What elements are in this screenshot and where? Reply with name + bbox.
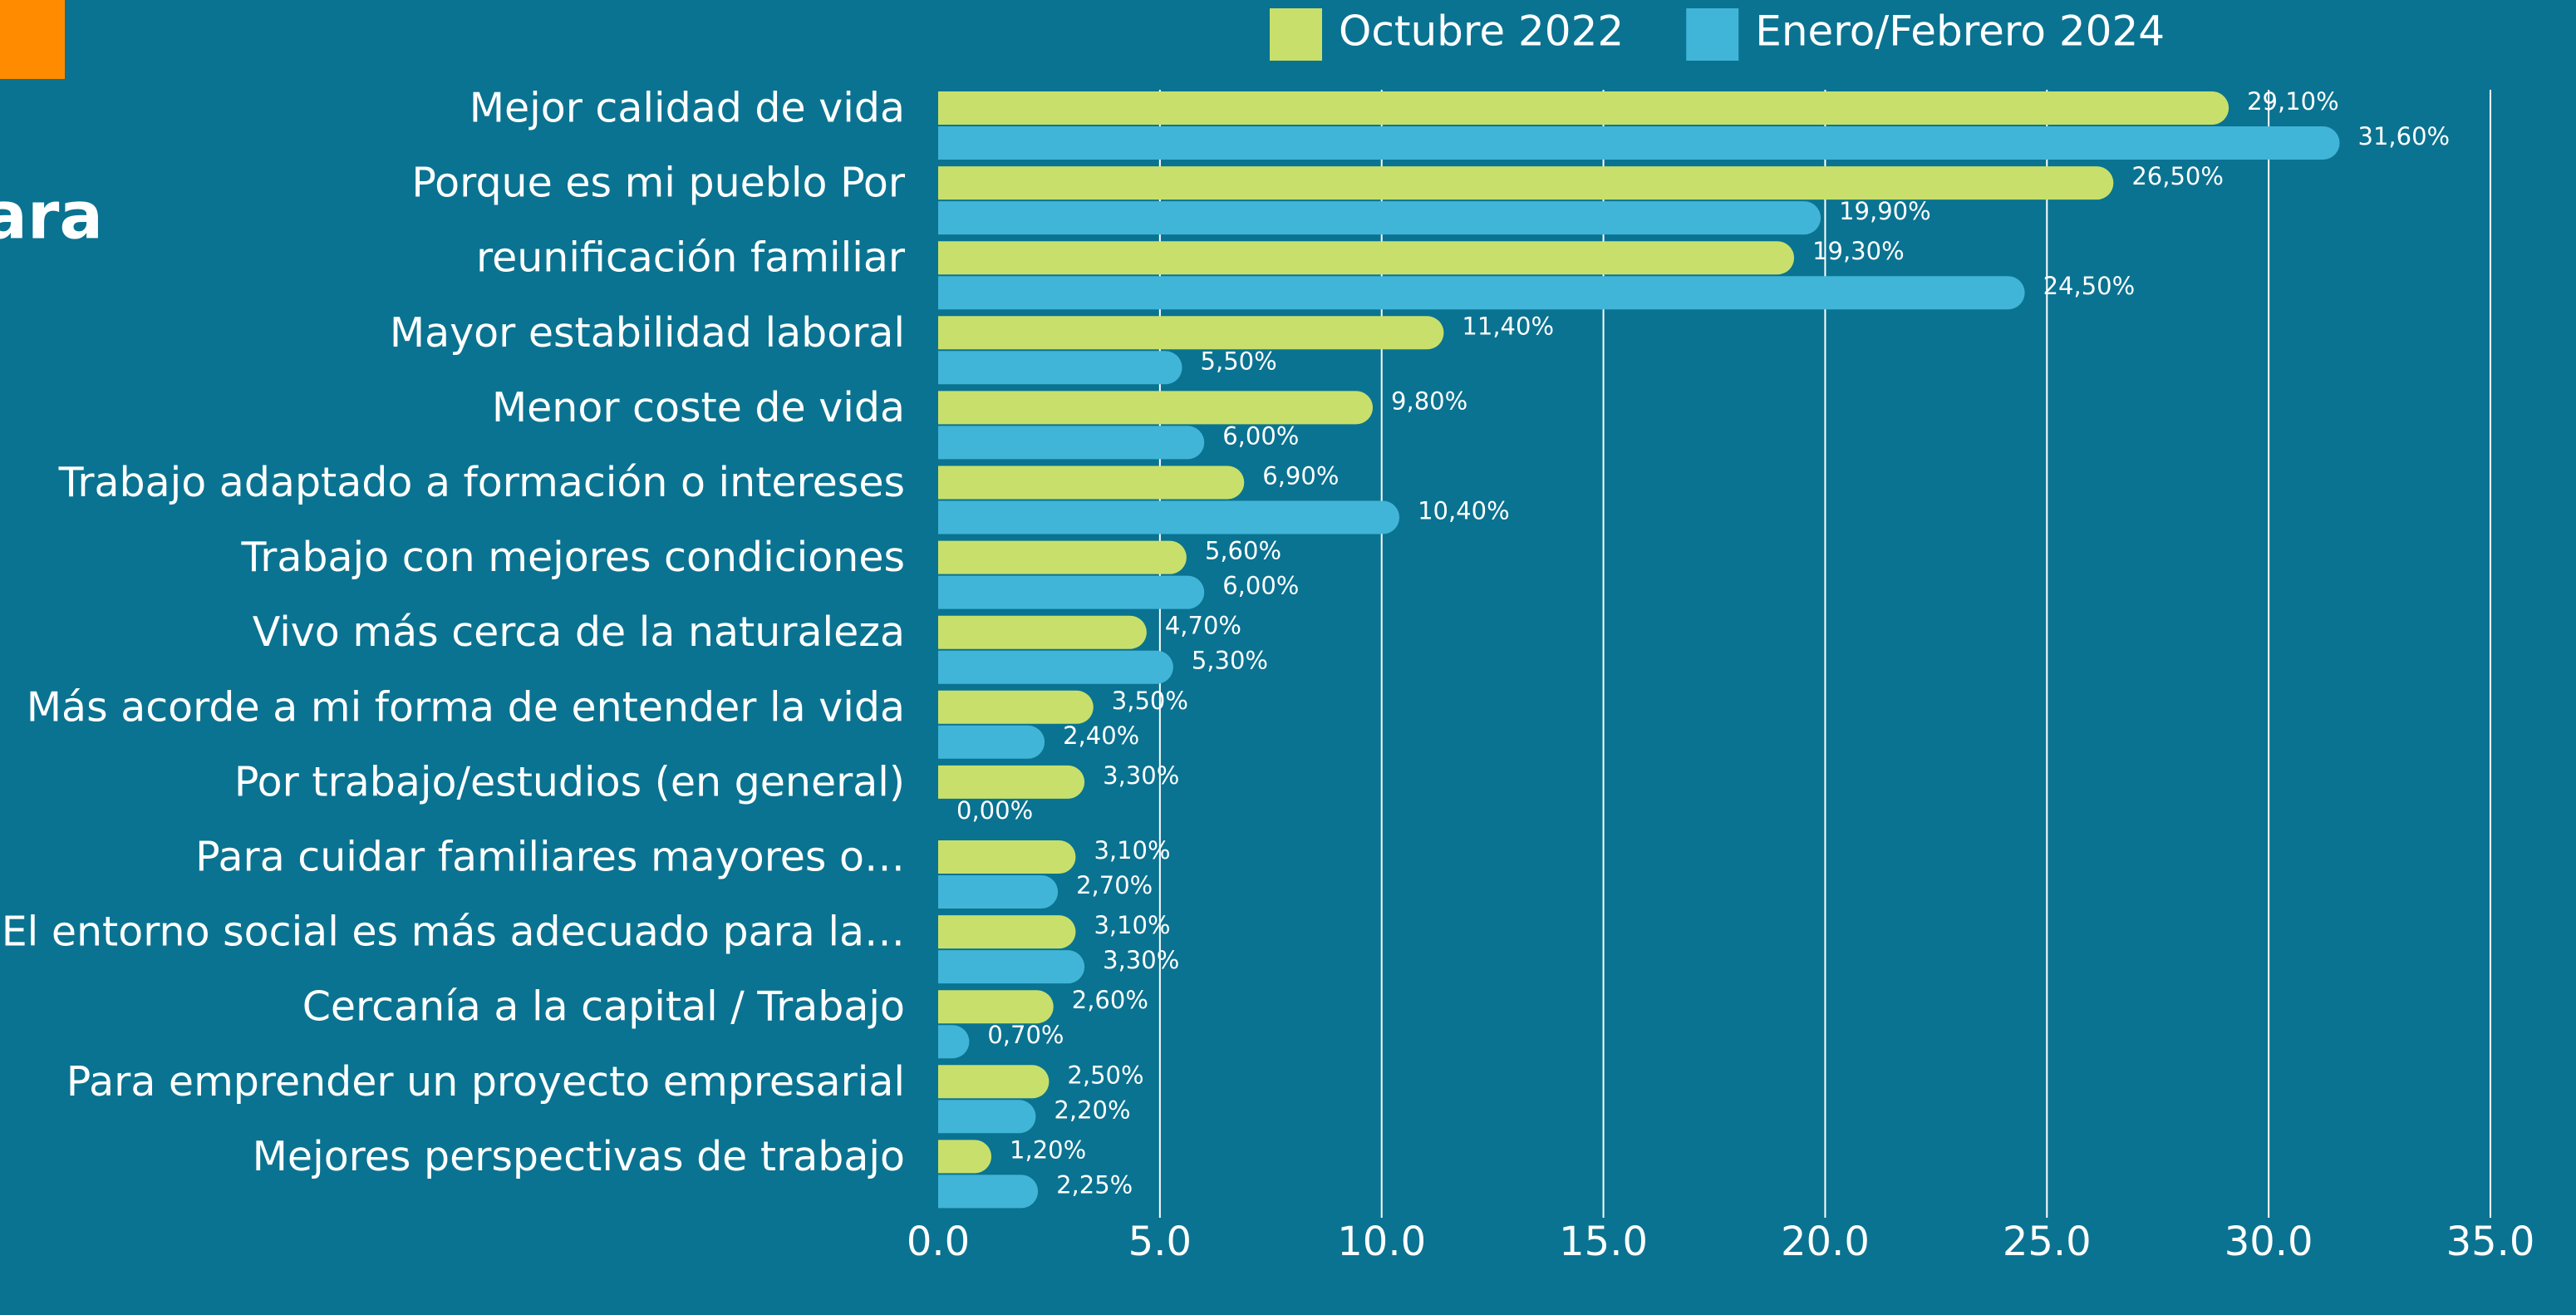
data-label: 3,30% (1103, 761, 1179, 790)
bar (938, 950, 1085, 984)
bar (938, 241, 1795, 275)
bar (938, 1065, 1050, 1099)
legend-label: Octubre 2022 (1339, 7, 1624, 56)
bar (938, 351, 1182, 385)
data-label: 3,10% (1094, 836, 1170, 864)
data-label: 2,20% (1054, 1096, 1130, 1124)
data-label: 3,30% (1103, 946, 1179, 974)
data-label: 29,10% (2247, 87, 2339, 116)
data-label: 3,50% (1112, 687, 1188, 715)
y-tick-label: El entorno social es más adecuado para l… (2, 909, 905, 956)
bar (938, 725, 1045, 759)
y-tick-label: Mejores perspectivas de trabajo (253, 1133, 905, 1180)
data-label: 2,25% (1056, 1170, 1133, 1199)
bar (938, 615, 1147, 649)
bar (938, 316, 1444, 350)
data-label: 2,50% (1067, 1061, 1143, 1089)
data-label: 5,30% (1192, 647, 1268, 675)
x-tick-label: 5.0 (1128, 1219, 1192, 1265)
bar (938, 1025, 970, 1059)
data-label: 4,70% (1165, 612, 1241, 640)
y-tick-label: Trabajo con mejores condiciones (241, 534, 906, 581)
x-tick-label: 35.0 (2446, 1219, 2535, 1265)
legend-swatch (1270, 8, 1322, 61)
x-tick-label: 15.0 (1559, 1219, 1648, 1265)
y-tick-label: Trabajo adaptado a formación o intereses (58, 459, 905, 506)
y-tick-label: Mejor calidad de vida (469, 85, 905, 132)
y-tick-label: Vivo más cerca de la naturaleza (253, 608, 905, 656)
bar (938, 765, 1085, 799)
data-label: 0,70% (987, 1021, 1064, 1049)
data-label: 31,60% (2358, 122, 2451, 150)
x-tick-label: 25.0 (2003, 1219, 2092, 1265)
bar (938, 201, 1821, 235)
data-label: 24,50% (2043, 272, 2136, 300)
data-label: 9,80% (1391, 387, 1467, 415)
bar (938, 1100, 1036, 1134)
bar (938, 915, 1076, 949)
bar (938, 1140, 992, 1174)
data-label: 5,50% (1201, 347, 1277, 375)
y-tick-label: Cercanía a la capital / Trabajo (302, 983, 905, 1031)
bar (938, 391, 1374, 425)
data-label: 5,60% (1205, 537, 1281, 565)
bar (938, 575, 1205, 609)
bar (938, 276, 2025, 310)
x-tick-label: 30.0 (2225, 1219, 2313, 1265)
y-tick-label: reunificación familiar (476, 234, 906, 282)
data-label: 19,90% (1839, 197, 1931, 225)
data-label: 3,10% (1094, 911, 1170, 939)
bar (938, 500, 1400, 534)
x-tick-label: 10.0 (1337, 1219, 1426, 1265)
bar (938, 126, 2340, 160)
data-label: 2,60% (1072, 986, 1148, 1014)
y-tick-label: Para cuidar familiares mayores o… (195, 834, 905, 881)
y-tick-label: Por trabajo/estudios (en general) (234, 758, 905, 805)
legend-label: Enero/Febrero 2024 (1755, 7, 2165, 56)
bar (938, 91, 2229, 125)
bar (938, 990, 1054, 1024)
y-tick-label: Mayor estabilidad laboral (390, 309, 905, 357)
bar (938, 1175, 1039, 1209)
chart-title: ara (0, 179, 103, 254)
data-label: 1,20% (1010, 1135, 1086, 1164)
y-tick-label: Para emprender un proyecto empresarial (66, 1058, 905, 1106)
data-label: 6,00% (1222, 572, 1299, 600)
bar (938, 840, 1076, 874)
legend-swatch (1686, 8, 1739, 61)
data-label: 10,40% (1418, 497, 1510, 525)
accent-square (0, 0, 65, 79)
data-label: 11,40% (1462, 312, 1554, 340)
data-label: 6,90% (1262, 462, 1339, 490)
data-label: 6,00% (1222, 421, 1299, 450)
data-label: 26,50% (2131, 162, 2224, 190)
bar (938, 650, 1173, 684)
bar (938, 875, 1059, 909)
bar (938, 166, 2114, 200)
data-label: 19,30% (1812, 237, 1905, 265)
data-label: 2,70% (1076, 871, 1153, 899)
x-tick-label: 20.0 (1781, 1219, 1870, 1265)
bar (938, 426, 1205, 460)
data-label: 0,00% (956, 796, 1033, 825)
bar (938, 465, 1245, 500)
y-tick-label: Menor coste de vida (492, 384, 905, 431)
x-tick-label: 0.0 (907, 1219, 970, 1265)
y-tick-label: Porque es mi pueblo Por (411, 160, 905, 207)
y-tick-label: Más acorde a mi forma de entender la vid… (27, 683, 905, 731)
bar (938, 540, 1187, 574)
data-label: 2,40% (1063, 722, 1139, 750)
bar (938, 690, 1094, 724)
